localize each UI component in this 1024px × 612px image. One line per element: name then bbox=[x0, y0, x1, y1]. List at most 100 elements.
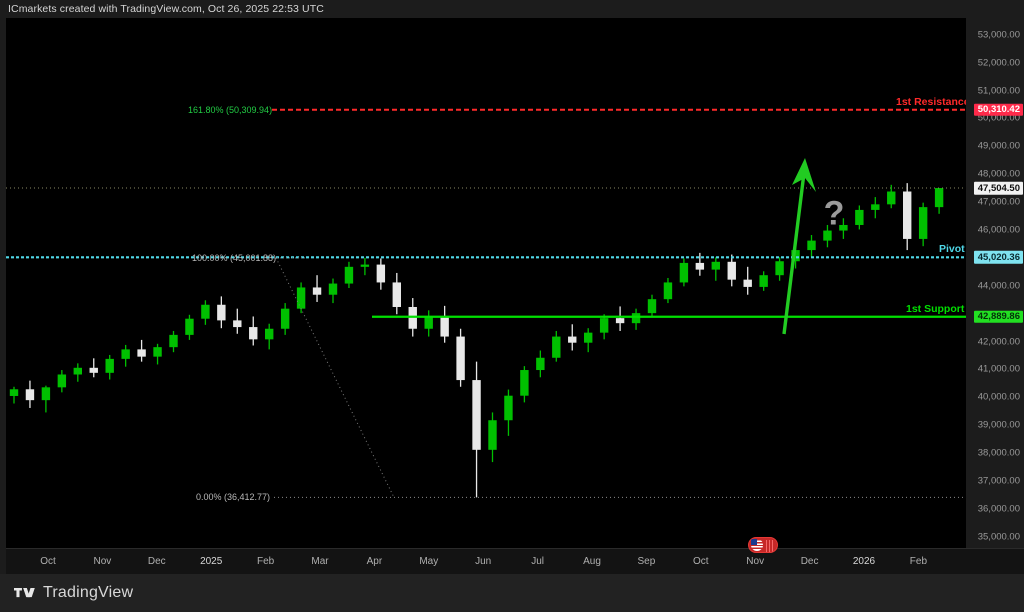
candle-body-bear bbox=[312, 287, 322, 295]
time-tick: Dec bbox=[800, 556, 819, 567]
time-tick: Feb bbox=[256, 556, 275, 567]
candle-body-bull bbox=[711, 261, 720, 270]
price-tick: 39,000.00 bbox=[977, 419, 1020, 431]
price-tick: 53,000.00 bbox=[977, 29, 1020, 41]
price-scale[interactable]: 53,000.00 52,000.00 51,000.00 50,000.00 49,0… bbox=[966, 18, 1024, 548]
fib-level-0: 0.00% (36,412.77) bbox=[196, 492, 271, 503]
candle-body-bull bbox=[759, 275, 768, 287]
price-tick: 46,000.00 bbox=[977, 224, 1020, 236]
us-economic-event-marker[interactable] bbox=[748, 537, 778, 553]
footer-branding: TradingView bbox=[0, 574, 1024, 612]
time-tick: Mar bbox=[311, 556, 329, 567]
candle-body-bull bbox=[41, 387, 51, 401]
time-scale[interactable]: Oct Nov Dec 2025 Feb Mar Apr May Jun Jul Aug Sep Oct… bbox=[6, 537, 1024, 574]
time-tick: Feb bbox=[909, 556, 928, 567]
chart-plot-area[interactable]: 1st Resistance Pivot 1st Support 161.80% (5… bbox=[6, 18, 966, 548]
candle-body-bear bbox=[456, 336, 465, 381]
candle-body-bull bbox=[520, 370, 529, 396]
candle-body-bull bbox=[536, 357, 545, 371]
candle-body-bull bbox=[185, 318, 194, 335]
price-tick: 49,000.00 bbox=[977, 140, 1020, 152]
candle-body-bear bbox=[568, 336, 577, 343]
candle-body-bull bbox=[934, 188, 944, 208]
price-tick: 35,000.00 bbox=[977, 531, 1020, 543]
event-intensity-bars bbox=[764, 540, 774, 552]
support-price-badge[interactable]: 42,889.86 bbox=[973, 310, 1023, 323]
candle-body-bull bbox=[105, 358, 114, 373]
candle-body-bear bbox=[249, 327, 258, 340]
drawing-layer bbox=[6, 108, 966, 498]
pivot-price-badge[interactable]: 45,020.36 bbox=[973, 251, 1023, 264]
candle-body-bull bbox=[663, 282, 673, 300]
fib-level-100: 100.00% (45,001.88) bbox=[192, 252, 277, 263]
candle-body-bull bbox=[9, 389, 19, 396]
time-tick: Apr bbox=[366, 556, 383, 567]
candle-body-bear bbox=[695, 262, 705, 270]
last-price-badge[interactable]: 47,504.50 bbox=[973, 181, 1023, 195]
candle-body-bear bbox=[392, 282, 401, 307]
time-tick: Nov bbox=[746, 556, 765, 567]
time-tick: Aug bbox=[583, 556, 601, 567]
candle-body-bear bbox=[217, 304, 226, 321]
price-tick: 40,000.00 bbox=[977, 391, 1020, 403]
price-tick: 38,000.00 bbox=[977, 447, 1020, 459]
candle-body-bear bbox=[615, 318, 625, 324]
candle-body-bull bbox=[280, 308, 290, 329]
candle-body-bull bbox=[201, 304, 210, 319]
price-tick: 50,000.00 bbox=[977, 112, 1020, 124]
candle-body-bull bbox=[488, 420, 497, 450]
candle-body-bull bbox=[647, 299, 657, 314]
price-tick: 37,000.00 bbox=[977, 475, 1020, 487]
price-tick: 48,000.00 bbox=[977, 168, 1020, 180]
attribution-text: ICmarkets created with TradingView.com, … bbox=[8, 3, 324, 15]
candle-body-bull bbox=[599, 318, 609, 333]
price-tick: 51,000.00 bbox=[977, 85, 1020, 97]
time-tick: Jul bbox=[531, 556, 544, 567]
resistance-price-badge[interactable]: 50,310.42 bbox=[973, 103, 1023, 116]
candle-body-bear bbox=[25, 389, 35, 401]
candle-body-bull bbox=[839, 224, 848, 231]
time-tick: Oct bbox=[693, 556, 709, 567]
support-label: 1st Support bbox=[906, 302, 965, 315]
candle-body-bear bbox=[440, 317, 449, 337]
candle-body-bull bbox=[552, 336, 561, 358]
price-tick: 36,000.00 bbox=[977, 503, 1020, 515]
candle-body-bull bbox=[504, 395, 513, 421]
candle-body-bull bbox=[344, 266, 354, 284]
candle-body-bear bbox=[137, 349, 146, 357]
us-flag-icon bbox=[751, 539, 763, 551]
candle-body-bull bbox=[169, 334, 178, 348]
price-tick: 42,000.00 bbox=[977, 336, 1020, 348]
candle-body-bull bbox=[360, 264, 370, 267]
candle-body-bull bbox=[584, 332, 593, 343]
candle-body-bull bbox=[807, 240, 816, 251]
pivot-label: Pivot bbox=[939, 243, 965, 256]
candle-body-bear bbox=[472, 380, 481, 450]
candle-body-bear bbox=[233, 320, 242, 328]
candle-body-bull bbox=[265, 328, 274, 340]
candle-body-bull bbox=[57, 374, 67, 388]
time-tick: Jun bbox=[475, 556, 492, 567]
candle-body-bear bbox=[89, 367, 98, 373]
chart-attribution-header: ICmarkets created with TradingView.com, … bbox=[0, 0, 1024, 18]
fib-trend-diagonal bbox=[275, 257, 395, 498]
candle-body-bear bbox=[376, 264, 386, 283]
time-tick: Sep bbox=[637, 556, 656, 567]
candle-body-bull bbox=[855, 209, 864, 225]
candle-body-bull bbox=[791, 250, 800, 262]
price-tick: 47,000.00 bbox=[977, 196, 1020, 208]
up-arrow-head bbox=[792, 158, 816, 192]
candle-body-bull bbox=[775, 261, 784, 276]
candle-body-bear bbox=[743, 279, 752, 287]
candle-body-bull bbox=[121, 349, 130, 359]
candle-body-bull bbox=[823, 230, 832, 241]
candle-body-bull bbox=[887, 191, 896, 205]
candle-body-bull bbox=[424, 317, 433, 329]
time-tick: Dec bbox=[147, 556, 166, 567]
candle-body-bear bbox=[727, 261, 736, 280]
price-tick: 41,000.00 bbox=[977, 363, 1020, 375]
resistance-label: 1st Resistance bbox=[896, 95, 966, 108]
time-tick: Oct bbox=[40, 556, 56, 567]
candle-body-bull bbox=[153, 347, 162, 357]
